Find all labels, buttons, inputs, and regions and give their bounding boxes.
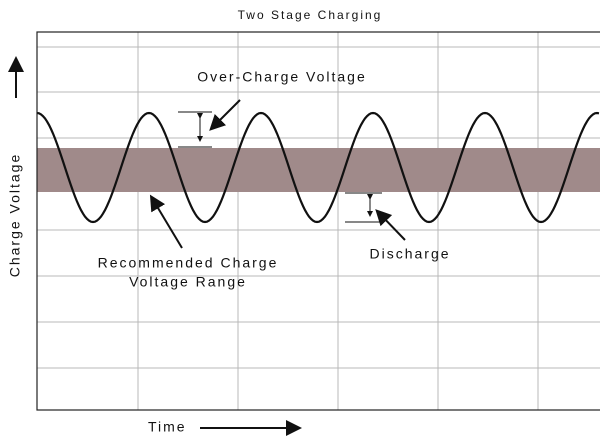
title: Two Stage Charging: [238, 8, 383, 22]
range-arrow: [149, 194, 183, 249]
voltage-wave: [36, 111, 600, 224]
overcharge-bracket: [178, 99, 241, 148]
annotation: Discharge: [369, 246, 450, 262]
annotation: Recommended Charge: [98, 255, 279, 271]
annotation: Over-Charge Voltage: [197, 69, 367, 85]
discharge-bracket: [345, 192, 406, 241]
recommended-band: [37, 148, 600, 192]
x-axis-label: Time: [148, 419, 187, 435]
plot-frame: [36, 31, 600, 411]
annotation: Voltage Range: [129, 274, 247, 290]
y-axis-label: Charge Voltage: [7, 153, 23, 278]
